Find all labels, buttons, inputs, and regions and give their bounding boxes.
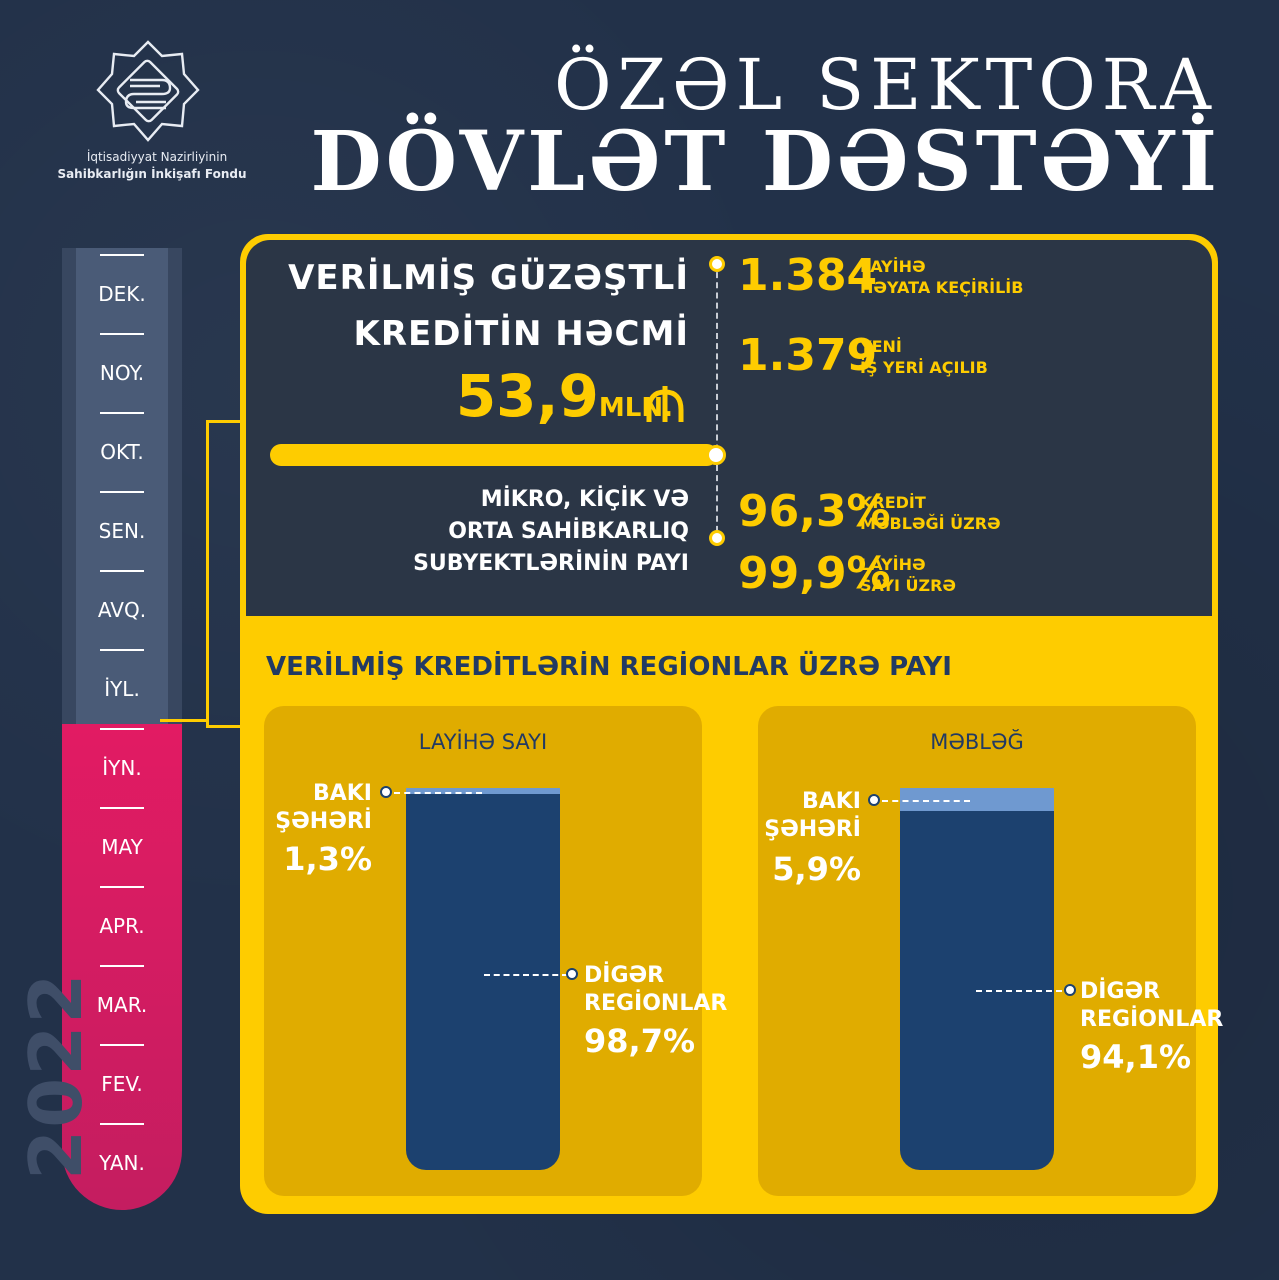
- timeline-month: FEV.: [101, 1072, 143, 1096]
- timeline-connector-stub: [160, 719, 208, 722]
- fund-logo-icon: [96, 40, 200, 142]
- credit-amount-value: 53,9: [455, 362, 599, 430]
- divider-dashed-line: [716, 262, 718, 542]
- region-card-title: LAYİHƏ SAYI: [418, 730, 548, 754]
- timeline-year: 2022: [14, 971, 98, 1180]
- regions-section-title: VERİLMİŞ KREDİTLƏRİN REGİONLAR ÜZRƏ PAYI: [266, 652, 952, 682]
- credit-amount-unit: MLN.: [598, 393, 673, 423]
- baki-dashed-line: [394, 792, 482, 794]
- timeline-month: MAY: [101, 835, 143, 859]
- timeline-separator: [100, 570, 144, 572]
- timeline-month: YAN.: [99, 1151, 145, 1175]
- timeline-month: OKT.: [100, 440, 144, 464]
- baki-percentage: 1,3%: [283, 840, 372, 878]
- logo-caption-ministry: İqtisadiyyat Nazirliyinin: [86, 150, 228, 164]
- timeline-separator: [100, 965, 144, 967]
- baki-percentage: 5,9%: [772, 850, 861, 888]
- timeline-separator: [100, 491, 144, 493]
- sme-project-share-value: 99,9%: [738, 548, 891, 599]
- share-vessel: [406, 788, 560, 1170]
- timeline-separator: [100, 807, 144, 809]
- baki-dashed-line: [882, 800, 970, 802]
- timeline-separator: [100, 254, 144, 256]
- timeline-separator: [100, 886, 144, 888]
- stat-projects-label: LAYİHƏ HƏYATA KEÇİRİLİB: [860, 257, 1024, 297]
- progress-bar: [270, 444, 718, 466]
- timeline-separator: [100, 333, 144, 335]
- sme-heading: MİKRO, KİÇİK VƏ ORTA SAHİBKARLIQ SUBYEKTLƏ…: [413, 487, 689, 576]
- sme-credit-share-label: KREDİT MƏBLƏĞİ ÜZRƏ: [860, 493, 1001, 533]
- baki-label: BAKI ŞƏHƏRİ: [764, 789, 861, 842]
- credit-heading-line1: VERİLMİŞ GÜZƏŞTLİ: [288, 258, 689, 298]
- timeline-separator: [100, 649, 144, 651]
- region-card-title: MƏBLƏĞ: [930, 730, 1024, 754]
- stat-projects-value: 1.384: [738, 250, 878, 301]
- sme-project-share-label: LAYİHƏ SAYI ÜZRƏ: [860, 555, 956, 595]
- other-regions-label: DİGƏR REGİONLAR: [584, 963, 728, 1016]
- baki-label: BAKI ŞƏHƏRİ: [275, 781, 372, 834]
- baki-share-fill: [900, 788, 1054, 811]
- stat-jobs-label: YENİ İŞ YERİ AÇILIB: [860, 337, 988, 377]
- other-dashed-line: [484, 974, 568, 976]
- baki-marker-dot: [380, 786, 392, 798]
- credit-heading-line2: KREDİTİN HƏCMİ: [353, 314, 689, 354]
- timeline-month: NOY.: [99, 361, 145, 385]
- baki-share-fill: [406, 788, 560, 794]
- other-regions-label: DİGƏR REGİONLAR: [1080, 979, 1224, 1032]
- stat-marker-dot: [709, 256, 725, 272]
- baki-marker-dot: [868, 794, 880, 806]
- timeline-month: APR.: [99, 914, 145, 938]
- timeline-separator: [100, 1123, 144, 1125]
- other-regions-percentage: 94,1%: [1080, 1038, 1192, 1076]
- other-dashed-line: [976, 990, 1062, 992]
- sme-credit-share-value: 96,3%: [738, 486, 891, 537]
- timeline-connector: [206, 420, 245, 728]
- timeline-month: SEN.: [98, 519, 146, 543]
- other-marker-dot: [1064, 984, 1076, 996]
- other-marker-dot: [566, 968, 578, 980]
- timeline-month: İYL.: [104, 677, 140, 701]
- manat-sign-icon: [646, 386, 684, 422]
- credit-summary-panel: [246, 240, 1212, 616]
- logo-caption-fund: Sahibkarlığın İnkişafı Fondu: [57, 167, 247, 181]
- timeline-month: AVQ.: [97, 598, 147, 622]
- timeline-month: DEK.: [98, 282, 146, 306]
- share-vessel: [900, 788, 1054, 1170]
- credit-amount: 53,9MLN.: [456, 362, 673, 430]
- progress-bar-dot: [706, 445, 726, 465]
- timeline-separator: [100, 728, 144, 730]
- sme-marker-dot: [709, 530, 725, 546]
- stat-jobs-value: 1.379: [738, 330, 878, 381]
- timeline-month: İYN.: [102, 756, 142, 780]
- timeline-separator: [100, 1044, 144, 1046]
- timeline-separator: [100, 412, 144, 414]
- page-title-line1: ÖZƏL SEKTORA: [554, 44, 1217, 126]
- timeline-tube: [62, 248, 182, 1210]
- page-title-line2: DÖVLƏT DƏSTƏYİ: [310, 114, 1221, 210]
- other-regions-percentage: 98,7%: [584, 1022, 696, 1060]
- timeline-month: MAR.: [96, 993, 148, 1017]
